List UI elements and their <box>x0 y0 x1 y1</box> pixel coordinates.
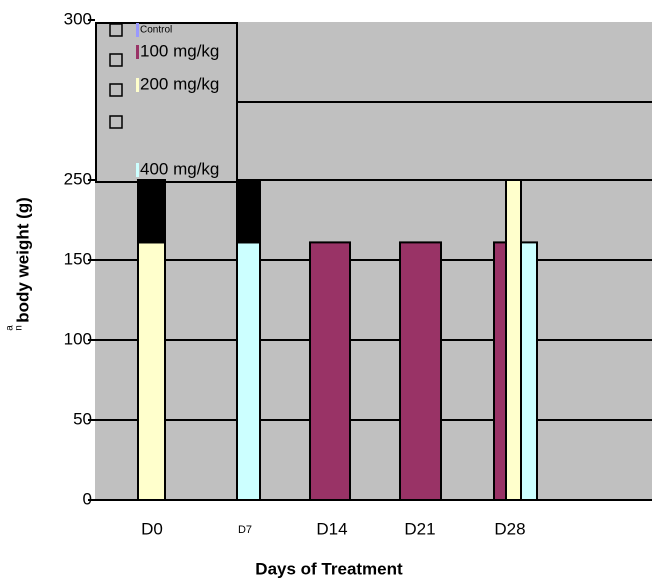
legend-label: 100 mg/kg <box>140 41 219 60</box>
legend-box-marker <box>109 115 123 129</box>
bar <box>137 241 166 501</box>
legend-box <box>95 22 238 183</box>
x-axis-title: Days of Treatment <box>255 559 403 578</box>
bar <box>505 179 522 501</box>
bar <box>399 241 442 501</box>
bar <box>236 179 261 244</box>
y-axis-mark: n <box>14 325 25 331</box>
y-tick-label: 100 <box>64 329 92 348</box>
x-tick-label: D0 <box>141 519 163 538</box>
y-tick-label: 50 <box>73 409 92 428</box>
bar <box>520 241 538 501</box>
y-tick-label: 300 <box>64 9 92 28</box>
y-tick-label: 0 <box>83 489 92 508</box>
y-axis-title: body weight (g) <box>13 197 32 323</box>
legend-box-marker <box>109 23 123 37</box>
legend-box-marker <box>109 83 123 97</box>
legend-swatch <box>136 23 139 37</box>
x-tick-label: D28 <box>494 519 525 538</box>
y-tick-label: 150 <box>64 249 92 268</box>
legend-swatch <box>136 78 139 92</box>
x-tick-label: D7 <box>238 524 252 536</box>
legend-swatch <box>136 45 139 59</box>
y-tick-label: 250 <box>64 169 92 188</box>
y-axis-mark: a <box>5 325 16 331</box>
x-tick-label: D14 <box>316 519 347 538</box>
bar <box>309 241 351 501</box>
legend-label: 400 mg/kg <box>140 159 219 178</box>
legend-swatch <box>136 163 139 177</box>
legend-label: Control <box>140 25 172 36</box>
x-tick-label: D21 <box>404 519 435 538</box>
bar <box>236 241 261 501</box>
bar <box>137 179 166 244</box>
bar <box>493 241 507 501</box>
legend-label: 200 mg/kg <box>140 74 219 93</box>
legend-box-marker <box>109 53 123 67</box>
